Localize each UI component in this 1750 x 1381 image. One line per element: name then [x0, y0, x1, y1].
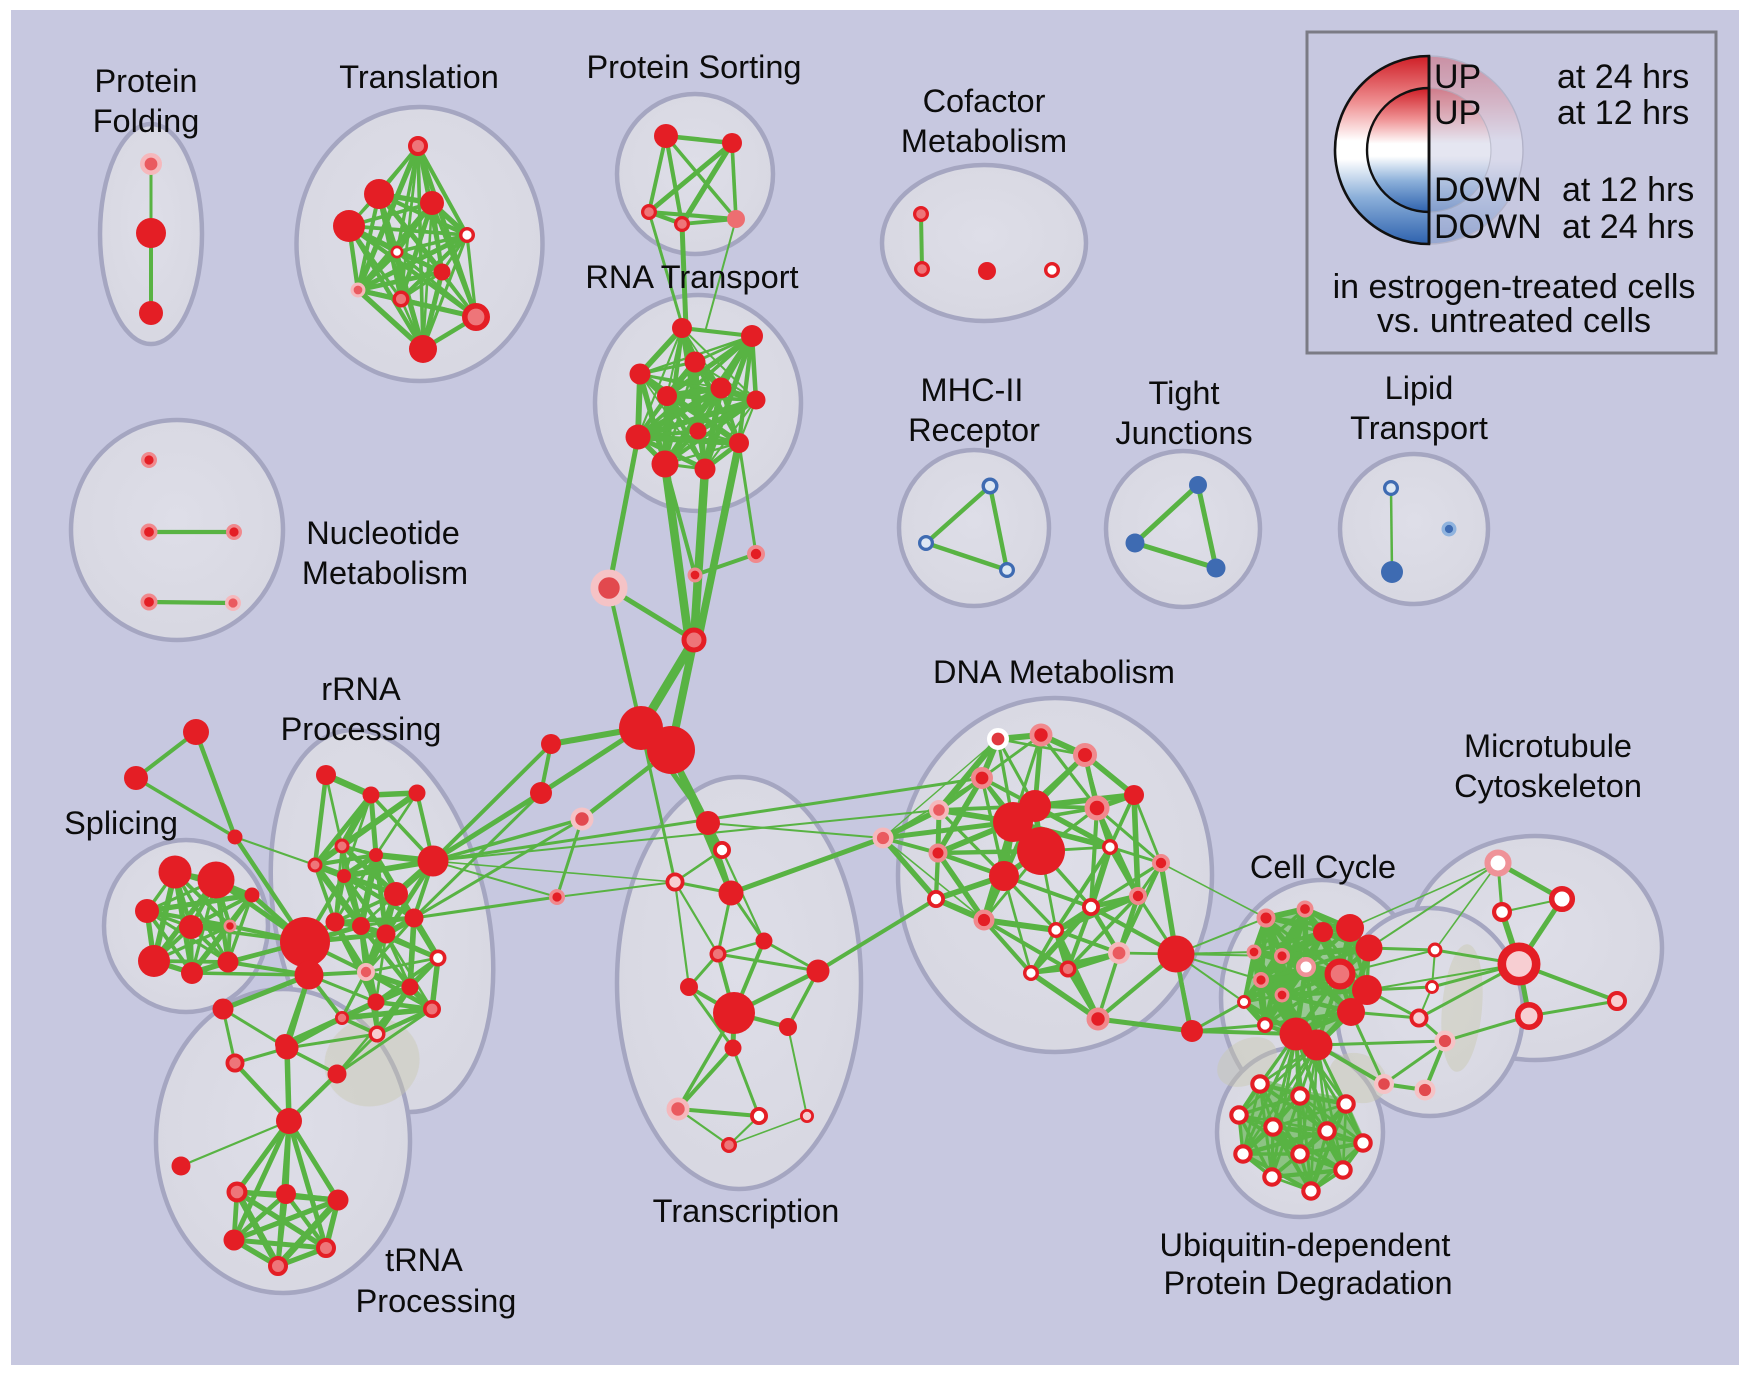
- svg-text:Ubiquitin-dependent: Ubiquitin-dependent: [1160, 1227, 1451, 1263]
- svg-text:Metabolism: Metabolism: [901, 123, 1067, 159]
- svg-text:at 24 hrs: at 24 hrs: [1562, 208, 1694, 246]
- svg-text:MHC-II: MHC-II: [921, 372, 1024, 408]
- svg-text:Metabolism: Metabolism: [302, 555, 468, 591]
- svg-text:Translation: Translation: [339, 59, 499, 95]
- svg-text:at 12 hrs: at 12 hrs: [1557, 94, 1689, 132]
- svg-text:Transcription: Transcription: [653, 1193, 840, 1229]
- svg-text:Folding: Folding: [93, 103, 200, 139]
- svg-text:Protein: Protein: [95, 63, 198, 99]
- svg-text:DOWN: DOWN: [1434, 208, 1542, 246]
- svg-text:Cofactor: Cofactor: [923, 83, 1046, 119]
- svg-text:DOWN: DOWN: [1434, 171, 1542, 209]
- svg-text:Nucleotide: Nucleotide: [306, 515, 460, 551]
- svg-text:RNA Transport: RNA Transport: [585, 259, 798, 295]
- svg-text:UP: UP: [1434, 94, 1481, 132]
- svg-text:in estrogen-treated cells: in estrogen-treated cells: [1333, 268, 1696, 306]
- svg-text:Microtubule: Microtubule: [1464, 728, 1632, 764]
- svg-text:Tight: Tight: [1148, 375, 1219, 411]
- svg-text:tRNA: tRNA: [385, 1242, 463, 1278]
- svg-text:Lipid: Lipid: [1385, 370, 1454, 406]
- svg-text:Splicing: Splicing: [64, 805, 178, 841]
- svg-text:Protein Sorting: Protein Sorting: [587, 49, 802, 85]
- svg-text:Junctions: Junctions: [1115, 415, 1252, 451]
- svg-text:at 24 hrs: at 24 hrs: [1557, 58, 1689, 96]
- svg-text:Receptor: Receptor: [908, 412, 1040, 448]
- svg-text:Cytoskeleton: Cytoskeleton: [1454, 768, 1642, 804]
- svg-text:Protein Degradation: Protein Degradation: [1163, 1265, 1452, 1301]
- svg-text:at 12 hrs: at 12 hrs: [1562, 171, 1694, 209]
- svg-text:Cell Cycle: Cell Cycle: [1250, 849, 1396, 885]
- svg-text:vs. untreated cells: vs. untreated cells: [1377, 302, 1651, 340]
- svg-text:DNA Metabolism: DNA Metabolism: [933, 654, 1175, 690]
- svg-text:Processing: Processing: [356, 1283, 517, 1319]
- svg-text:Processing: Processing: [281, 711, 442, 747]
- svg-text:Transport: Transport: [1350, 410, 1488, 446]
- svg-text:UP: UP: [1434, 58, 1481, 96]
- svg-text:rRNA: rRNA: [321, 671, 401, 707]
